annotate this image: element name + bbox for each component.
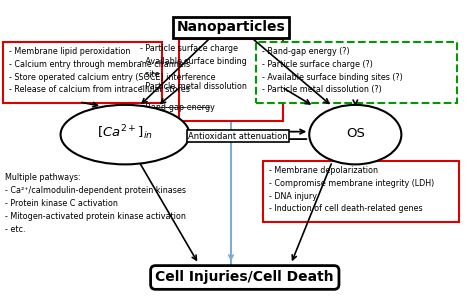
Text: OS: OS <box>346 127 365 140</box>
Text: - Membrane lipid peroxidation
- Calcium entry through membrane channels
- Store : - Membrane lipid peroxidation - Calcium … <box>9 47 216 94</box>
FancyBboxPatch shape <box>263 161 459 222</box>
FancyBboxPatch shape <box>256 42 456 103</box>
Text: - Band-gap energy (?)
- Particle surface charge (?)
- Available surface binding : - Band-gap energy (?) - Particle surface… <box>262 47 403 94</box>
Ellipse shape <box>309 105 401 164</box>
Ellipse shape <box>61 105 190 164</box>
Text: Nanoparticles: Nanoparticles <box>177 20 285 34</box>
Text: Multiple pathways:
- Ca²⁺/calmodulin-dependent protein kinases
- Protein kinase : Multiple pathways: - Ca²⁺/calmodulin-dep… <box>5 173 186 234</box>
FancyBboxPatch shape <box>179 39 283 121</box>
Text: - Particle surface charge
- Available surface binding
  site
- Particle metal di: - Particle surface charge - Available su… <box>140 44 246 91</box>
Text: Antioxidant attenuation: Antioxidant attenuation <box>188 132 288 141</box>
Text: - Membrane depolarization
- Compromise membrane integrity (LDH)
- DNA injury
- I: - Membrane depolarization - Compromise m… <box>269 166 435 213</box>
Text: $[Ca^{2+}]_{in}$: $[Ca^{2+}]_{in}$ <box>97 124 153 143</box>
FancyBboxPatch shape <box>3 42 162 103</box>
Text: - ̶B̶a̶n̶d̶-̶g̶a̶p̶ ̶e̶n̶e̶r̶g̶y: - ̶B̶a̶n̶d̶-̶g̶a̶p̶ ̶e̶n̶e̶r̶g̶y <box>140 103 215 112</box>
Text: Cell Injuries/Cell Death: Cell Injuries/Cell Death <box>155 271 334 284</box>
